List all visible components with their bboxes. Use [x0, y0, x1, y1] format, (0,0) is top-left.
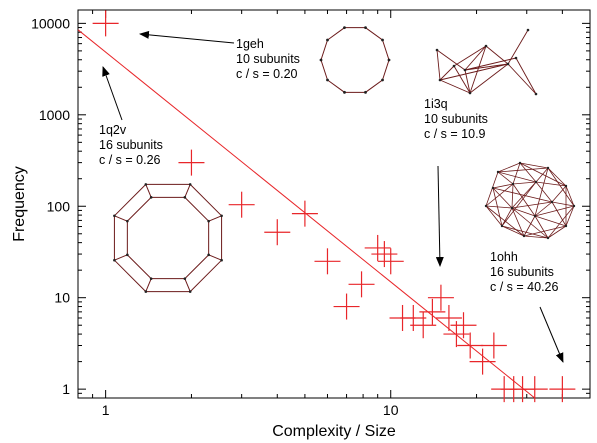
data-point: [377, 248, 404, 275]
annotation-1i3q-line1: 1i3q: [424, 97, 448, 111]
data-point: [348, 271, 375, 298]
structure-1ohh-dense-network-icon: [484, 161, 576, 240]
data-point: [371, 241, 398, 268]
arrow-1q2v: [102, 66, 123, 121]
data-point: [264, 219, 291, 246]
data-point: [427, 284, 454, 311]
structure-1geh-ring-icon: [319, 26, 391, 94]
data-point: [450, 312, 477, 339]
data-point: [291, 200, 318, 227]
data-point: [549, 376, 576, 403]
y-axis-label: Frequency: [11, 166, 28, 242]
annotation-1geh: 1geh 10 subunits c / s = 0.20: [236, 37, 300, 81]
annotation-1geh-line3: c / s = 0.20: [236, 67, 298, 81]
annotation-1q2v-line2: 16 subunits: [99, 138, 163, 152]
annotation-1ohh-line2: 16 subunits: [490, 265, 554, 279]
data-point: [92, 10, 119, 37]
annotation-1i3q-line3: c / s = 10.9: [424, 127, 486, 141]
annotation-1i3q-line2: 10 subunits: [424, 112, 488, 126]
annotation-1q2v: 1q2v 16 subunits c / s = 0.26: [99, 123, 163, 167]
data-point: [364, 234, 391, 261]
x-tick-label: 10: [383, 402, 399, 418]
data-point: [419, 298, 446, 325]
data-point: [400, 304, 427, 331]
arrow-1i3q: [435, 165, 444, 267]
plot-area: [77, 9, 591, 399]
data-point: [178, 149, 205, 176]
data-point: [410, 312, 437, 339]
x-axis-label: Complexity / Size: [272, 423, 396, 440]
y-tick-label: 1000: [39, 107, 70, 123]
data-point: [457, 332, 484, 359]
data-point: [314, 248, 341, 275]
annotation-1ohh: 1ohh 16 subunits c / s = 40.26: [490, 250, 558, 294]
annotation-1q2v-line3: c / s = 0.26: [99, 153, 161, 167]
y-tick-label: 1: [62, 381, 70, 397]
data-point: [228, 191, 255, 218]
data-point: [333, 293, 360, 320]
annotation-arrows: [102, 30, 564, 363]
data-point: [435, 304, 462, 331]
arrow-1geh: [139, 30, 235, 44]
data-point: [480, 332, 507, 359]
structure-1i3q-network-icon: [435, 28, 538, 96]
y-tick-label: 10000: [31, 15, 70, 31]
annotation-1i3q: 1i3q 10 subunits c / s = 10.9: [424, 97, 488, 141]
y-tick-label: 100: [47, 198, 71, 214]
y-tick-label: 10: [54, 290, 70, 306]
axis-ticks: 1 10 1 10 100 1000 10000: [31, 10, 591, 418]
annotation-1geh-line2: 10 subunits: [236, 52, 300, 66]
data-point: [521, 376, 548, 403]
annotation-1ohh-line3: c / s = 40.26: [490, 280, 558, 294]
structure-1q2v-cage-icon: [113, 183, 223, 293]
data-point: [469, 348, 496, 375]
annotation-1ohh-line1: 1ohh: [490, 250, 518, 264]
arrow-1ohh: [539, 306, 564, 363]
annotation-1q2v-line1: 1q2v: [99, 123, 127, 137]
data-points: [92, 10, 576, 403]
annotation-1geh-line1: 1geh: [236, 37, 264, 51]
x-tick-label: 1: [102, 402, 110, 418]
